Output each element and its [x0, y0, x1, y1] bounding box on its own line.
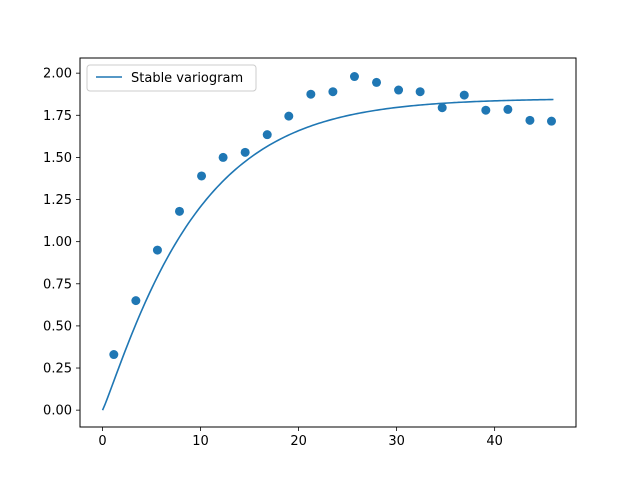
plot-area [80, 58, 576, 427]
y-tick-label: 1.25 [43, 193, 72, 208]
empirical-point [459, 90, 469, 100]
empirical-point [109, 350, 119, 360]
axis-ticks: 0 10 20 30 40 0.00 0.25 0.50 0.75 1.00 1.25 1.50 1.7… [43, 67, 503, 449]
empirical-point [394, 85, 404, 95]
y-tick-label: 1.50 [43, 151, 72, 166]
y-tick-label: 0.75 [43, 277, 72, 292]
empirical-point [152, 245, 162, 255]
empirical-point [372, 77, 382, 87]
empirical-point [174, 206, 184, 216]
empirical-point [197, 171, 207, 181]
y-tick-label: 1.00 [43, 235, 72, 250]
series-layer [101, 72, 556, 411]
y-tick-label: 0.50 [43, 319, 72, 334]
y-tick-label: 0.25 [43, 362, 72, 377]
empirical-point [284, 111, 294, 121]
legend: Stable variogram [86, 64, 257, 92]
y-tick-label: 2.00 [43, 67, 72, 82]
empirical-point [437, 103, 447, 113]
legend-box [86, 64, 257, 92]
x-tick-label: 40 [486, 434, 503, 449]
empirical-point [481, 105, 491, 115]
empirical-point [262, 130, 272, 140]
x-tick-label: 20 [290, 434, 307, 449]
empirical-point [328, 87, 338, 97]
y-tick-label: 0.00 [43, 404, 72, 419]
empirical-point [349, 72, 359, 82]
legend-label: Stable variogram [131, 71, 243, 86]
empirical-point [503, 104, 513, 114]
x-tick-label: 10 [192, 434, 209, 449]
empirical-point [525, 115, 535, 125]
x-tick-label: 0 [98, 434, 106, 449]
empirical-point [415, 87, 425, 97]
empirical-point [306, 89, 316, 99]
empirical-point [218, 152, 228, 162]
plot-frame [79, 57, 577, 428]
empirical-point [546, 116, 556, 126]
stable-variogram-line [101, 98, 554, 411]
x-tick-label: 30 [388, 434, 405, 449]
y-tick-label: 1.75 [43, 109, 72, 124]
empirical-point [131, 296, 141, 306]
empirical-point [240, 147, 250, 157]
